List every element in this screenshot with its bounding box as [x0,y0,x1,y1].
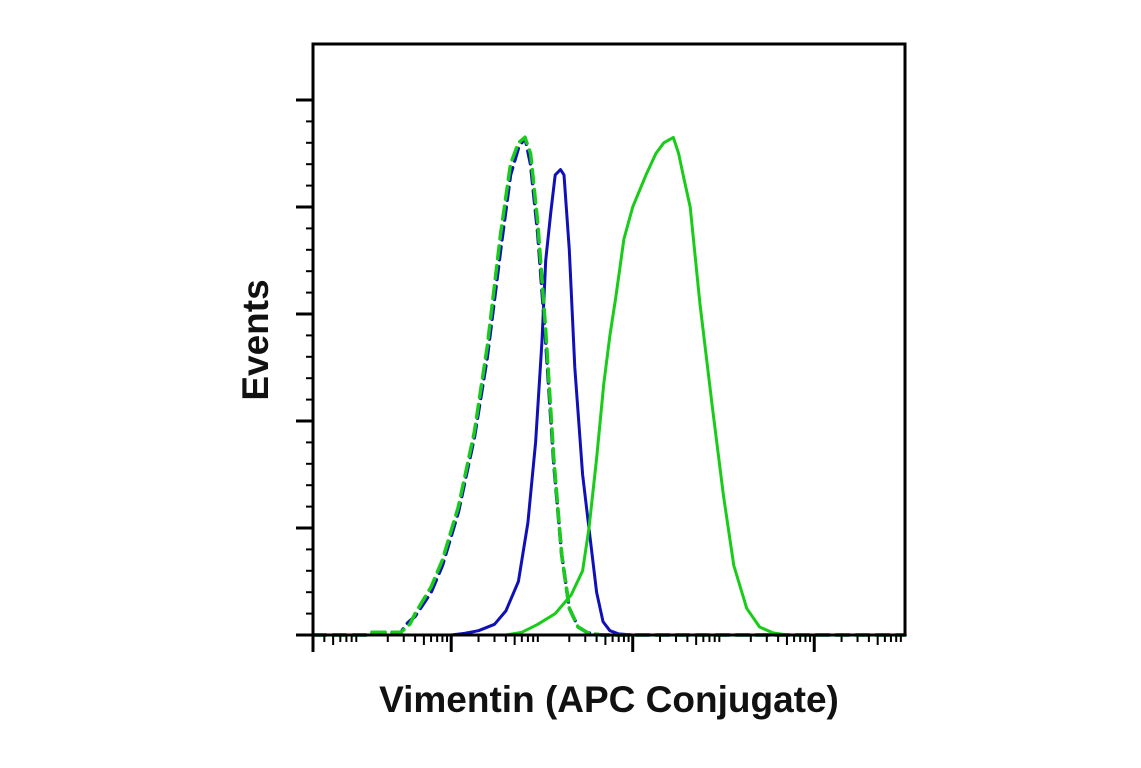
series-line-1 [311,135,907,637]
x-axis-title: Vimentin (APC Conjugate) [379,679,839,720]
y-axis-ticks [296,98,313,637]
series-line-3 [311,135,907,637]
y-axis-title: Events [235,279,276,400]
series-layer [311,135,907,637]
series-line-2 [311,135,907,637]
series-line-0 [311,168,907,637]
x-axis-ticks [311,635,902,652]
plot-frame [311,42,907,637]
